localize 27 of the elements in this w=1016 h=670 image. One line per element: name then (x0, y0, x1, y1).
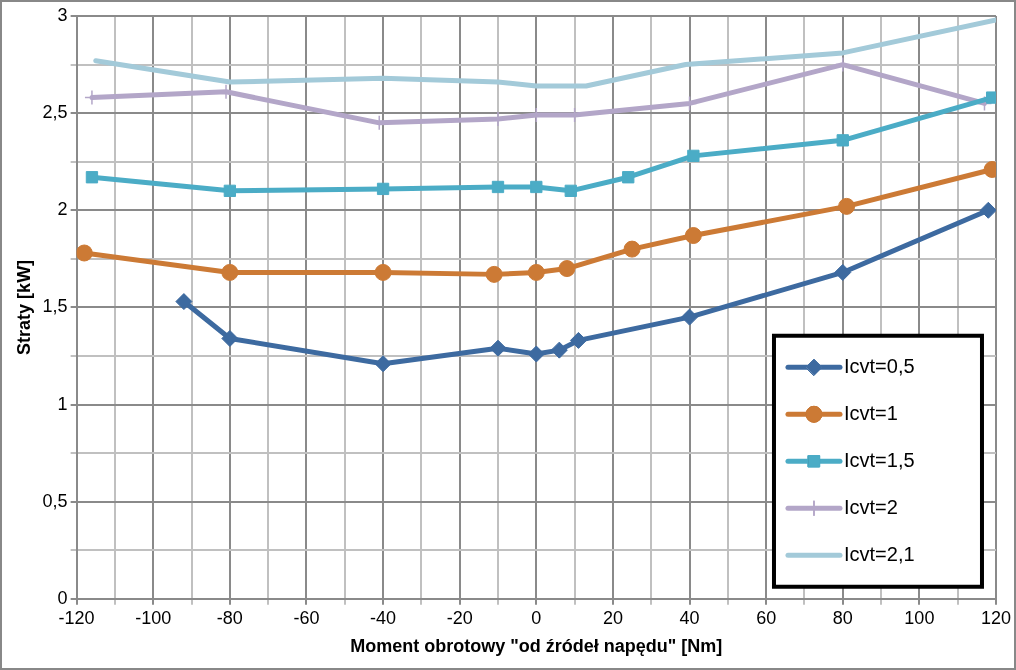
x-tick-label: 20 (602, 607, 623, 628)
x-tick-label: -100 (135, 607, 172, 628)
x-tick-label: -40 (370, 607, 397, 628)
legend-label: Icvt=2,1 (843, 542, 915, 565)
x-tick-label: 60 (756, 607, 777, 628)
x-tick-label: -20 (446, 607, 473, 628)
y-tick-label: 0 (57, 587, 68, 608)
y-tick-label: 2,5 (42, 102, 68, 123)
y-tick-label: 0,5 (42, 490, 68, 511)
y-tick-label: 3 (57, 4, 68, 25)
y-axis-title: Straty [kW] (13, 259, 34, 355)
x-tick-label: 0 (531, 607, 542, 628)
y-tick-label: 1,5 (42, 296, 68, 317)
x-tick-label: -120 (58, 607, 95, 628)
x-tick-label: 120 (980, 607, 1012, 628)
x-tick-label: 40 (679, 607, 700, 628)
y-tick-label: 2 (57, 199, 68, 220)
legend-label: Icvt=0,5 (843, 354, 915, 377)
x-tick-label: 80 (832, 607, 853, 628)
legend-label: Icvt=1 (843, 401, 898, 424)
legend-label: Icvt=1,5 (843, 448, 915, 471)
legend-label: Icvt=2 (843, 495, 898, 518)
x-tick-label: 100 (904, 607, 935, 628)
x-tick-label: -60 (293, 607, 320, 628)
y-tick-label: 1 (57, 393, 68, 414)
x-axis-title: Moment obrotowy "od źródeł napędu" [Nm] (350, 636, 723, 657)
x-tick-label: -80 (216, 607, 243, 628)
